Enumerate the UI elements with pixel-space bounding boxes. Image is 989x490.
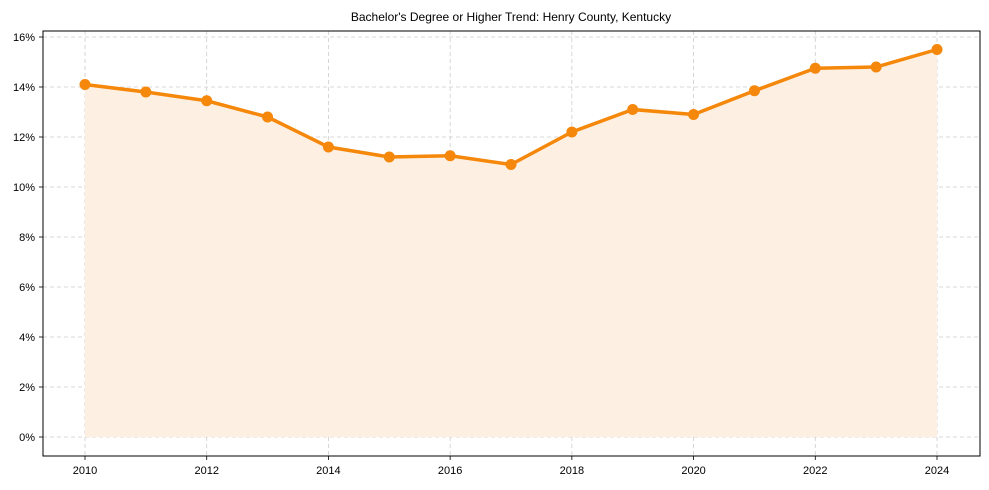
y-tick-label: 4% [19, 332, 35, 344]
plot-frame [42, 30, 981, 457]
y-tick-label: 12% [13, 132, 35, 144]
y-tick-label: 16% [13, 32, 35, 44]
data-point [383, 151, 395, 163]
data-point [262, 111, 274, 123]
data-point [627, 104, 639, 115]
data-point [931, 44, 943, 55]
x-tick-label: 2016 [438, 465, 462, 477]
data-point [444, 150, 456, 162]
y-axis: 0% 2% 4% 6% 8% 10% 12% 14% 16% [13, 32, 43, 444]
x-tick-label: 2022 [803, 465, 827, 477]
data-point [140, 86, 152, 98]
data-points [79, 44, 943, 170]
data-point [748, 85, 760, 97]
x-tick-label: 2012 [194, 465, 218, 477]
data-point [566, 126, 578, 138]
y-tick-label: 14% [13, 82, 35, 94]
x-tick-label: 2014 [316, 465, 340, 477]
data-point [809, 62, 821, 74]
data-point [505, 159, 517, 170]
x-tick-label: 2018 [560, 465, 584, 477]
area-fill [85, 49, 937, 437]
y-tick-label: 6% [19, 282, 35, 294]
data-point [322, 141, 334, 153]
x-tick-label: 2020 [681, 465, 705, 477]
chart-title: Bachelor's Degree or Higher Trend: Henry… [351, 10, 671, 24]
data-point [79, 79, 91, 90]
data-point [870, 61, 882, 73]
y-tick-label: 0% [19, 432, 35, 444]
x-tick-label: 2024 [925, 465, 949, 477]
x-axis: 2010 2012 2014 2016 2018 2020 2022 2024 [73, 456, 949, 477]
x-tick-label: 2010 [73, 465, 97, 477]
y-tick-label: 8% [19, 232, 35, 244]
data-point [201, 95, 213, 107]
data-point [688, 109, 700, 120]
y-tick-label: 2% [19, 382, 35, 394]
y-tick-label: 10% [13, 182, 35, 194]
series-area [85, 49, 937, 437]
